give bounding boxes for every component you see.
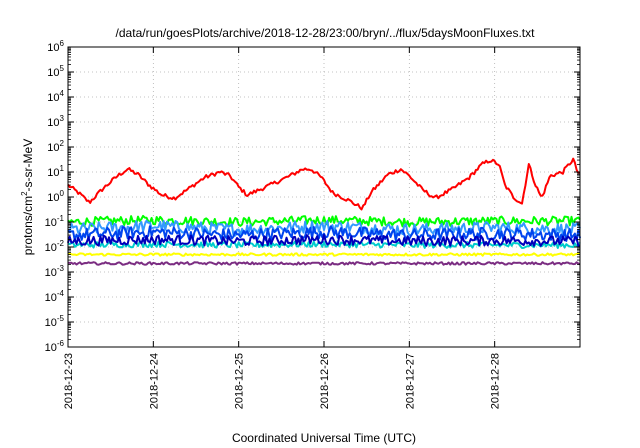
y-tick-exponent: 5: [60, 64, 65, 73]
x-tick-label: 2018-12-23: [63, 353, 75, 409]
y-axis-label-prefix: protons/cm: [21, 196, 35, 255]
y-axis: 10610510410310210110010-110-210-310-410-…: [45, 39, 580, 354]
y-tick-label: 105: [47, 64, 64, 79]
y-tick-label: 10-3: [45, 264, 65, 279]
x-tick-label: 2018-12-26: [319, 353, 331, 409]
series-line-1: [67, 214, 581, 228]
x-tick-label: 2018-12-27: [404, 353, 416, 409]
y-tick-exponent: 3: [60, 114, 65, 123]
y-tick-exponent: -3: [57, 264, 65, 273]
y-tick-base: 10: [45, 267, 57, 279]
y-tick-base: 10: [45, 317, 57, 329]
y-axis-label: protons/cm2-s-sr-MeV: [20, 139, 35, 255]
series-line-3: [67, 225, 581, 242]
y-axis-label-sup: 2: [20, 191, 29, 196]
series-line-7: [67, 261, 581, 266]
y-tick-exponent: 1: [60, 164, 65, 173]
y-tick-base: 10: [45, 217, 57, 229]
y-tick-exponent: 4: [60, 89, 65, 98]
y-axis-label-suffix: -s-sr-MeV: [21, 139, 35, 192]
y-tick-label: 102: [47, 139, 64, 154]
y-tick-base: 10: [47, 117, 59, 129]
y-tick-label: 10-6: [45, 339, 65, 354]
y-tick-label: 10-5: [45, 314, 65, 329]
series-group: [67, 157, 581, 266]
series-line-0: [67, 157, 581, 211]
y-tick-label: 104: [47, 89, 64, 104]
y-tick-exponent: -4: [57, 289, 65, 298]
y-tick-label: 106: [47, 39, 64, 54]
y-tick-base: 10: [47, 92, 59, 104]
y-tick-exponent: -1: [57, 214, 65, 223]
y-tick-base: 10: [47, 192, 59, 204]
y-tick-exponent: 6: [60, 39, 65, 48]
x-axis: 2018-12-23 2018-12-24 2018-12-25 2018-12-26…: [63, 47, 502, 409]
y-tick-base: 10: [47, 142, 59, 154]
y-tick-exponent: -5: [57, 314, 65, 323]
y-tick-base: 10: [45, 242, 57, 254]
y-tick-base: 10: [45, 292, 57, 304]
y-tick-base: 10: [47, 67, 59, 79]
x-tick-label: 2018-12-28: [490, 353, 502, 409]
series-line-6: [67, 252, 581, 257]
chart-title: /data/run/goesPlots/archive/2018-12-28/2…: [116, 26, 536, 40]
y-tick-label: 101: [47, 164, 64, 179]
y-tick-label: 103: [47, 114, 64, 129]
y-tick-exponent: 2: [60, 139, 65, 148]
x-tick-label: 2018-12-24: [148, 353, 160, 409]
y-tick-base: 10: [47, 167, 59, 179]
y-tick-label: 100: [47, 189, 64, 204]
y-tick-exponent: -2: [57, 239, 65, 248]
series-line-5: [67, 233, 581, 247]
y-tick-label: 10-2: [45, 239, 65, 254]
y-tick-label: 10-4: [45, 289, 65, 304]
y-tick-exponent: 0: [60, 189, 65, 198]
grid: [68, 47, 580, 347]
series-line-2: [67, 219, 581, 237]
x-axis-label: Coordinated Universal Time (UTC): [232, 431, 416, 445]
y-tick-base: 10: [47, 42, 59, 54]
y-tick-base: 10: [45, 342, 57, 354]
y-tick-exponent: -6: [57, 339, 65, 348]
y-tick-label: 10-1: [45, 214, 65, 229]
x-tick-label: 2018-12-25: [234, 353, 246, 409]
